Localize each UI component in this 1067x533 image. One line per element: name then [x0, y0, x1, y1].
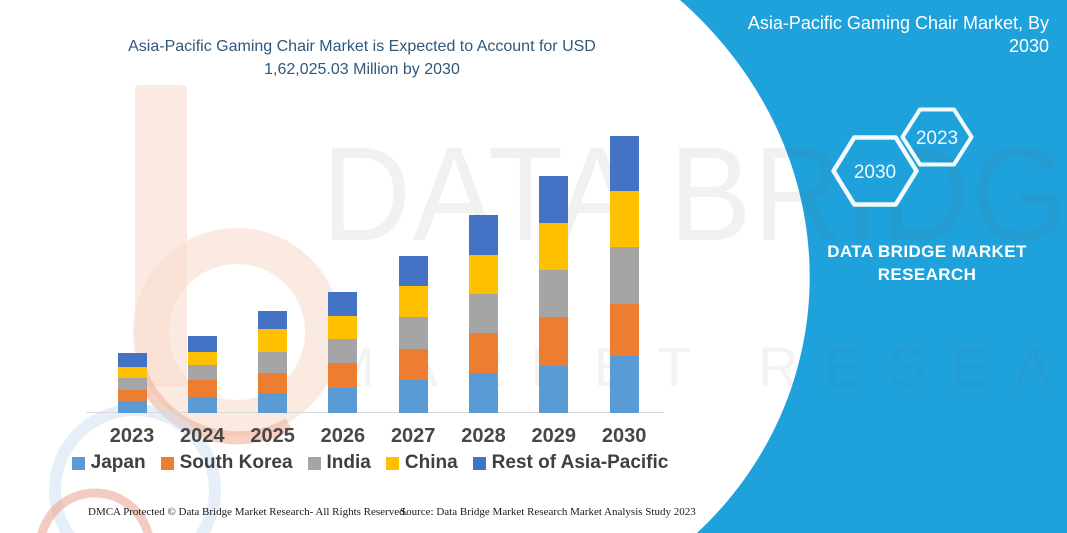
segment-india-2025	[258, 352, 288, 373]
segment-china-2028	[469, 255, 498, 294]
segment-rest-of-asia-pacific-2024	[187, 336, 217, 352]
segment-south-korea-2029	[539, 317, 569, 366]
bar-2025	[258, 311, 288, 413]
bar-2024	[187, 336, 217, 413]
segment-south-korea-2030	[609, 304, 639, 356]
segment-china-2027	[398, 286, 428, 317]
panel-title: Asia-Pacific Gaming Chair Market, By 203…	[729, 12, 1049, 58]
segment-india-2023	[117, 378, 147, 390]
legend-label-china: China	[404, 452, 458, 473]
segment-japan-2025	[258, 393, 288, 413]
legend-swatch-china	[385, 456, 399, 470]
segment-india-2030	[609, 247, 639, 304]
logo-red-swirl	[37, 488, 153, 533]
segment-china-2026	[328, 316, 358, 339]
x-tick-label-2028: 2028	[461, 425, 506, 447]
brand-line1: DATA BRIDGE MARKET	[827, 242, 1027, 261]
x-tick-label-2026: 2026	[320, 425, 366, 447]
segment-south-korea-2027	[398, 349, 428, 380]
x-tick-label-2027: 2027	[390, 425, 436, 447]
legend-item-india: India	[307, 452, 371, 474]
bar-2030	[609, 136, 639, 413]
legend-label-japan: Japan	[90, 452, 146, 473]
legend-label-south-korea: South Korea	[179, 452, 293, 473]
segment-rest-of-asia-pacific-2023	[117, 353, 147, 367]
segment-china-2025	[258, 329, 288, 352]
segment-china-2024	[187, 352, 217, 365]
segment-china-2029	[539, 223, 569, 270]
segment-japan-2023	[117, 401, 147, 413]
legend-item-rest-of-asia-pacific: Rest of Asia-Pacific	[472, 452, 669, 474]
chart-title-line2: 1,62,025.03 Million by 2030	[264, 61, 460, 78]
logo-red-swoosh	[132, 365, 293, 445]
segment-india-2024	[187, 365, 217, 380]
dmca-notice: DMCA Protected © Data Bridge Market Rese…	[88, 506, 408, 518]
chart-title-line1: Asia-Pacific Gaming Chair Market is Expe…	[128, 38, 596, 55]
segment-south-korea-2025	[258, 373, 288, 393]
segment-japan-2027	[398, 380, 428, 413]
bar-2026	[328, 292, 358, 413]
source-note: Source: Data Bridge Market Research Mark…	[400, 506, 696, 518]
segment-china-2030	[609, 191, 639, 247]
x-tick-label-2023: 2023	[109, 425, 155, 447]
segment-china-2023	[117, 367, 147, 378]
brand-name: DATA BRIDGE MARKET RESEARCH	[812, 240, 1042, 286]
bar-2029	[539, 176, 569, 413]
logo-b-bowl	[133, 228, 341, 436]
chart-legend: Japan South Korea India China Rest of Asia-P…	[60, 452, 680, 474]
legend-swatch-south-korea	[160, 456, 174, 470]
x-tick-label-2024: 2024	[180, 425, 225, 447]
segment-rest-of-asia-pacific-2025	[258, 311, 288, 329]
segment-rest-of-asia-pacific-2029	[539, 176, 569, 223]
segment-rest-of-asia-pacific-2026	[328, 292, 358, 316]
panel-title-line1: Asia-Pacific Gaming Chair Market, By	[747, 13, 1049, 33]
watermark-marketresearch: MARKET RESEARCH	[328, 335, 1067, 398]
brand-line2: RESEARCH	[877, 265, 977, 284]
legend-item-china: China	[385, 452, 458, 474]
segment-japan-2029	[539, 366, 569, 413]
x-axis-line	[86, 412, 664, 413]
segment-rest-of-asia-pacific-2027	[398, 256, 428, 286]
segment-japan-2030	[609, 356, 639, 413]
segment-india-2027	[398, 317, 428, 349]
legend-swatch-india	[307, 456, 321, 470]
segment-south-korea-2026	[328, 363, 358, 388]
legend-item-south-korea: South Korea	[160, 452, 293, 474]
bar-2023	[117, 353, 147, 413]
segment-south-korea-2024	[187, 380, 217, 397]
segment-south-korea-2028	[469, 333, 498, 373]
segment-india-2028	[469, 294, 498, 333]
segment-japan-2028	[469, 373, 498, 413]
segment-japan-2024	[187, 397, 217, 413]
bar-2027	[398, 256, 428, 413]
segment-india-2026	[328, 339, 358, 363]
chart-title: Asia-Pacific Gaming Chair Market is Expe…	[72, 35, 652, 81]
x-tick-label-2030: 2030	[601, 425, 647, 447]
legend-label-rest-of-asia-pacific: Rest of Asia-Pacific	[491, 452, 669, 473]
legend-swatch-rest-of-asia-pacific	[472, 456, 486, 470]
legend-swatch-japan	[71, 456, 85, 470]
legend-label-india: India	[326, 452, 371, 473]
x-tick-label-2025: 2025	[250, 425, 295, 447]
segment-south-korea-2023	[117, 390, 147, 401]
segment-rest-of-asia-pacific-2030	[609, 136, 639, 191]
legend-item-japan: Japan	[71, 452, 146, 474]
bar-2028	[469, 215, 498, 413]
panel-title-line2: 2030	[1008, 36, 1049, 56]
segment-japan-2026	[328, 388, 358, 413]
segment-rest-of-asia-pacific-2028	[469, 215, 498, 255]
x-tick-label-2029: 2029	[531, 425, 577, 447]
segment-india-2029	[539, 270, 569, 317]
